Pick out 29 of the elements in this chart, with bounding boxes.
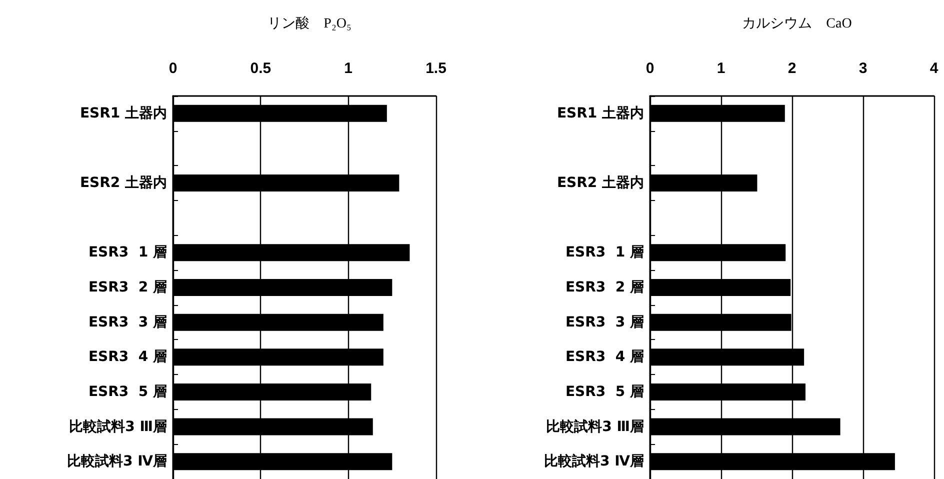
- x-tick-label: 2: [788, 60, 796, 77]
- x-tick-label: 4: [930, 60, 939, 77]
- chart-title: リン酸 P₂O₅: [268, 16, 352, 32]
- y-tick-label: 比較試料3 Ⅳ層: [544, 452, 644, 470]
- y-tick-label: ESR3 4 層: [88, 349, 167, 366]
- y-tick-label: ESR3 2 層: [565, 280, 644, 296]
- x-tick-label: 0: [646, 60, 654, 77]
- y-tick-label: ESR3 1 層: [565, 244, 644, 261]
- y-tick-label: 比較試料3 Ⅳ層: [67, 452, 167, 470]
- y-tick-label: ESR3 3 層: [565, 314, 644, 330]
- y-tick-label: ESR3 1 層: [88, 244, 167, 261]
- y-tick-label: ESR1 土器内: [80, 105, 167, 122]
- x-tick-label: 0: [168, 60, 178, 77]
- y-tick-label: ESR2 土器内: [556, 175, 644, 192]
- y-tick-label: ESR3 5 層: [565, 384, 644, 400]
- x-tick-label: 1.5: [426, 60, 446, 77]
- y-tick-label: 比較試料3 Ⅲ層: [69, 418, 167, 435]
- y-tick-label: ESR3 5 層: [88, 384, 167, 400]
- y-tick-label: ESR3 4 層: [565, 349, 644, 366]
- x-tick-label: 3: [858, 60, 868, 77]
- x-tick-label: 0.5: [250, 60, 272, 77]
- chart-title: カルシウム CaO: [742, 16, 852, 32]
- y-tick-label: 比較試料3 Ⅲ層: [546, 418, 644, 435]
- y-tick-label: ESR1 土器内: [556, 105, 644, 122]
- x-tick-label: 1: [344, 60, 353, 77]
- x-tick-label: 1: [716, 60, 726, 77]
- y-tick-label: ESR3 3 層: [88, 314, 167, 330]
- y-tick-label: ESR2 土器内: [80, 175, 167, 192]
- y-tick-label: ESR3 2 層: [88, 280, 167, 296]
